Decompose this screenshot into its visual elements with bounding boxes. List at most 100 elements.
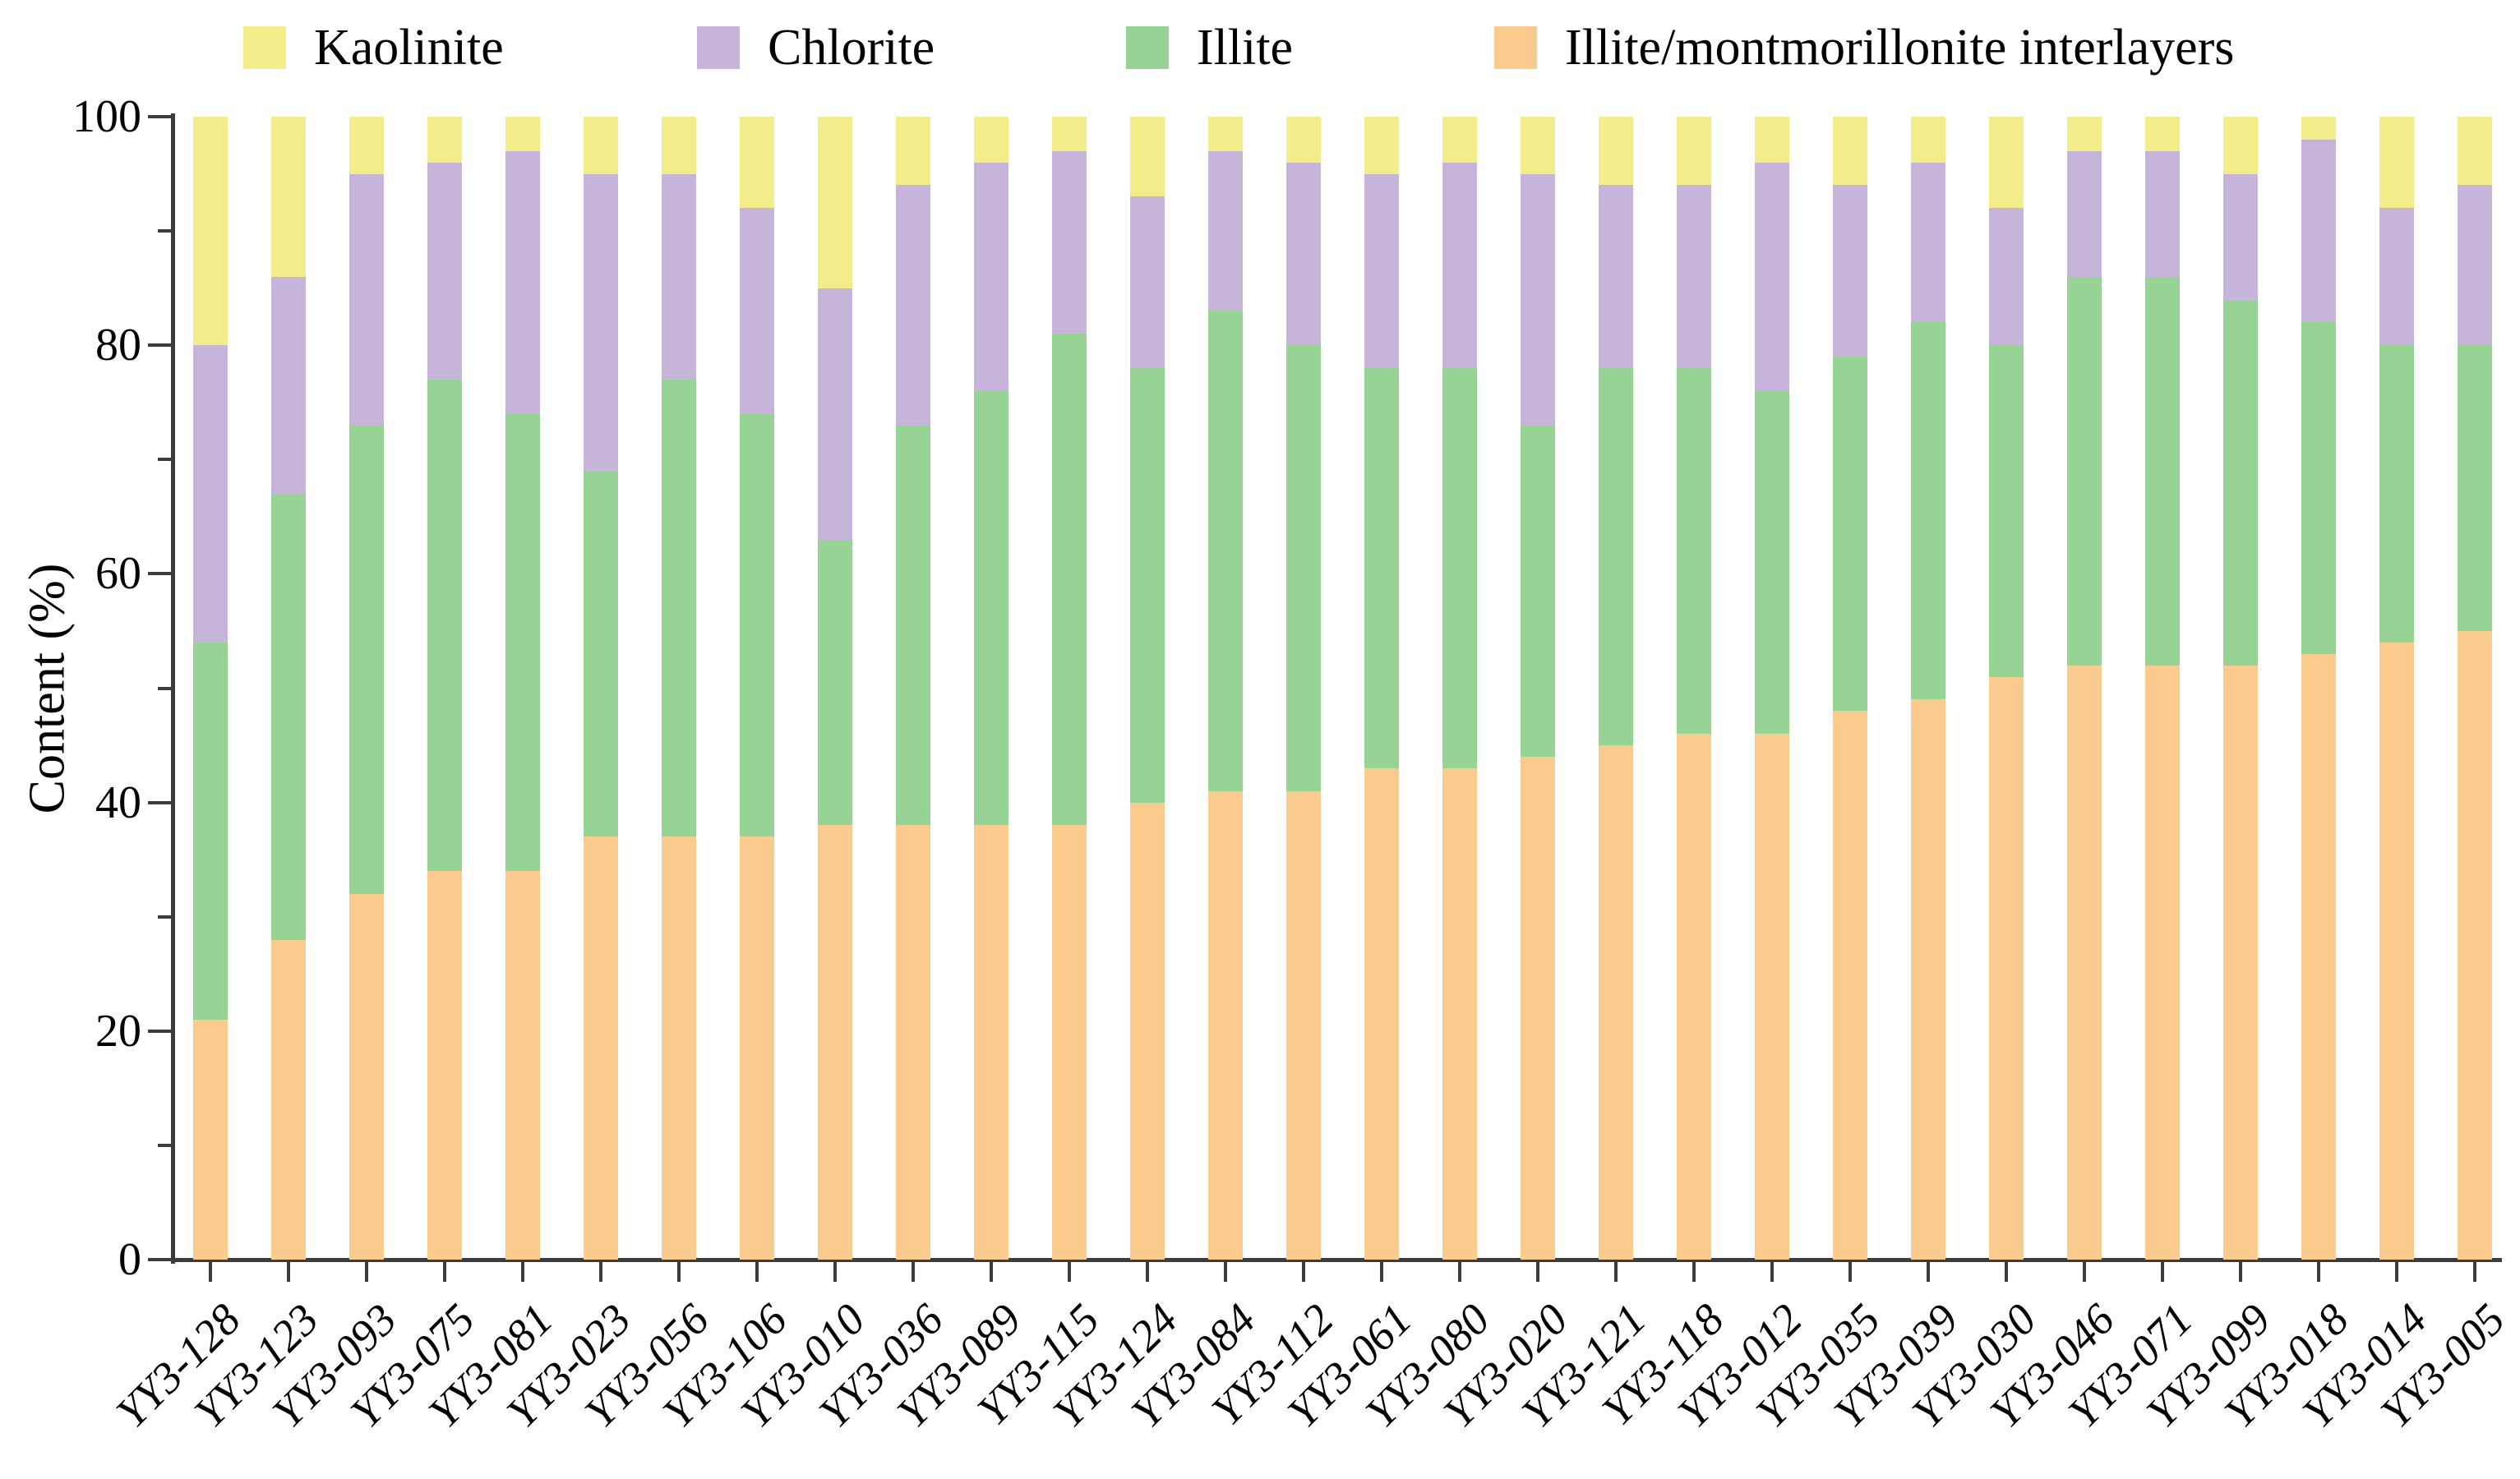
bar-segment-kaolinite — [662, 117, 696, 174]
legend-item-kaolinite: Kaolinite — [243, 21, 504, 74]
bar-segment-illite — [2067, 276, 2102, 666]
bar-YY3-106 — [740, 117, 774, 1260]
bar-segment-illite — [1442, 368, 1477, 768]
bar-segment-illite — [1521, 425, 1555, 757]
bar-YY3-081 — [505, 117, 540, 1260]
bar-segment-illite — [2379, 345, 2414, 643]
x-tick — [912, 1262, 915, 1282]
bar-segment-illite — [1599, 368, 1633, 746]
bar-segment-kaolinite — [1052, 117, 1087, 151]
bar-segment-kaolinite — [1833, 117, 1867, 186]
y-tick-label: 0 — [118, 1234, 141, 1285]
x-tick — [287, 1262, 290, 1282]
bar-segment-chlorite — [1442, 162, 1477, 369]
y-minor-tick — [158, 229, 171, 233]
legend-swatch-icon — [1126, 26, 1169, 69]
bar-segment-kaolinite — [1989, 117, 2024, 209]
y-tick-label: 100 — [72, 91, 141, 142]
bar-segment-illite — [1755, 390, 1789, 735]
bar-segment-kaolinite — [584, 117, 618, 174]
bar-segment-illite — [271, 494, 306, 940]
bar-segment-chlorite — [662, 173, 696, 380]
bar-segment-illite — [1833, 357, 1867, 712]
x-tick — [1536, 1262, 1539, 1282]
bar-segment-chlorite — [2301, 139, 2336, 323]
x-tick — [1848, 1262, 1852, 1282]
x-tick — [443, 1262, 446, 1282]
bar-segment-illite-montmorillonite-interlayers — [349, 893, 384, 1260]
bar-segment-kaolinite — [974, 117, 1008, 163]
x-tick — [1770, 1262, 1774, 1282]
legend-label: Kaolinite — [314, 20, 504, 76]
y-tick-label: 80 — [95, 320, 141, 371]
bar-segment-kaolinite — [2379, 117, 2414, 209]
bar-segment-chlorite — [2223, 173, 2258, 300]
bar-segment-kaolinite — [1521, 117, 1555, 174]
bar-YY3-056 — [662, 117, 696, 1260]
bar-segment-illite — [1052, 334, 1087, 826]
y-minor-tick — [158, 686, 171, 690]
bar-YY3-018 — [2301, 117, 2336, 1260]
bar-segment-illite-montmorillonite-interlayers — [584, 836, 618, 1260]
x-tick — [1068, 1262, 1071, 1282]
legend-item-illite-montmorillonite-interlayers: Illite/montmorillonite interlayers — [1494, 21, 2234, 74]
x-tick — [365, 1262, 368, 1282]
x-tick — [2239, 1262, 2242, 1282]
bar-segment-chlorite — [1364, 173, 1399, 369]
bar-segment-illite — [584, 471, 618, 837]
bar-segment-illite-montmorillonite-interlayers — [1755, 734, 1789, 1260]
bar-segment-kaolinite — [1130, 117, 1165, 197]
legend-item-illite: Illite — [1126, 21, 1293, 74]
bar-segment-chlorite — [2067, 150, 2102, 277]
bar-segment-chlorite — [1521, 173, 1555, 426]
bar-segment-illite — [427, 379, 462, 872]
bar-segment-chlorite — [2379, 208, 2414, 346]
x-tick — [1146, 1262, 1149, 1282]
bar-YY3-075 — [427, 117, 462, 1260]
y-axis-line — [171, 113, 175, 1264]
x-tick — [1224, 1262, 1227, 1282]
x-tick — [1927, 1262, 1930, 1282]
bar-segment-illite — [1208, 311, 1243, 791]
bar-segment-kaolinite — [1755, 117, 1789, 163]
bar-YY3-039 — [1911, 117, 1945, 1260]
bar-segment-illite — [1286, 345, 1321, 791]
legend-swatch-icon — [697, 26, 740, 69]
bar-segment-illite-montmorillonite-interlayers — [1286, 790, 1321, 1260]
bar-segment-chlorite — [1989, 208, 2024, 346]
bar-segment-illite-montmorillonite-interlayers — [896, 825, 930, 1260]
bar-YY3-061 — [1364, 117, 1399, 1260]
bar-segment-chlorite — [1052, 150, 1087, 334]
x-tick — [833, 1262, 837, 1282]
y-minor-tick — [158, 1143, 171, 1147]
bar-segment-chlorite — [271, 276, 306, 495]
bar-YY3-012 — [1755, 117, 1789, 1260]
y-tick-label: 60 — [95, 548, 141, 600]
bar-segment-illite — [349, 425, 384, 894]
x-tick — [209, 1262, 212, 1282]
bar-YY3-112 — [1286, 117, 1321, 1260]
bar-segment-illite — [2223, 299, 2258, 666]
y-major-tick — [148, 1258, 171, 1261]
bar-segment-kaolinite — [2223, 117, 2258, 174]
bar-segment-kaolinite — [818, 117, 852, 288]
bar-segment-chlorite — [584, 173, 618, 472]
bar-segment-illite — [1130, 368, 1165, 803]
bar-segment-kaolinite — [505, 117, 540, 151]
bar-segment-illite-montmorillonite-interlayers — [1599, 745, 1633, 1260]
bar-segment-chlorite — [740, 208, 774, 414]
x-tick — [677, 1262, 681, 1282]
legend-label: Illite/montmorillonite interlayers — [1565, 20, 2235, 76]
bar-segment-illite — [2458, 345, 2492, 631]
bar-segment-chlorite — [974, 162, 1008, 391]
x-tick — [599, 1262, 602, 1282]
legend-label: Illite — [1197, 20, 1294, 76]
bar-segment-chlorite — [2145, 150, 2180, 277]
bar-segment-kaolinite — [1208, 117, 1243, 151]
bar-YY3-071 — [2145, 117, 2180, 1260]
bar-segment-chlorite — [1208, 150, 1243, 311]
bar-segment-chlorite — [193, 345, 228, 643]
bar-YY3-005 — [2458, 117, 2492, 1260]
bar-segment-kaolinite — [2458, 117, 2492, 186]
x-tick — [2083, 1262, 2086, 1282]
